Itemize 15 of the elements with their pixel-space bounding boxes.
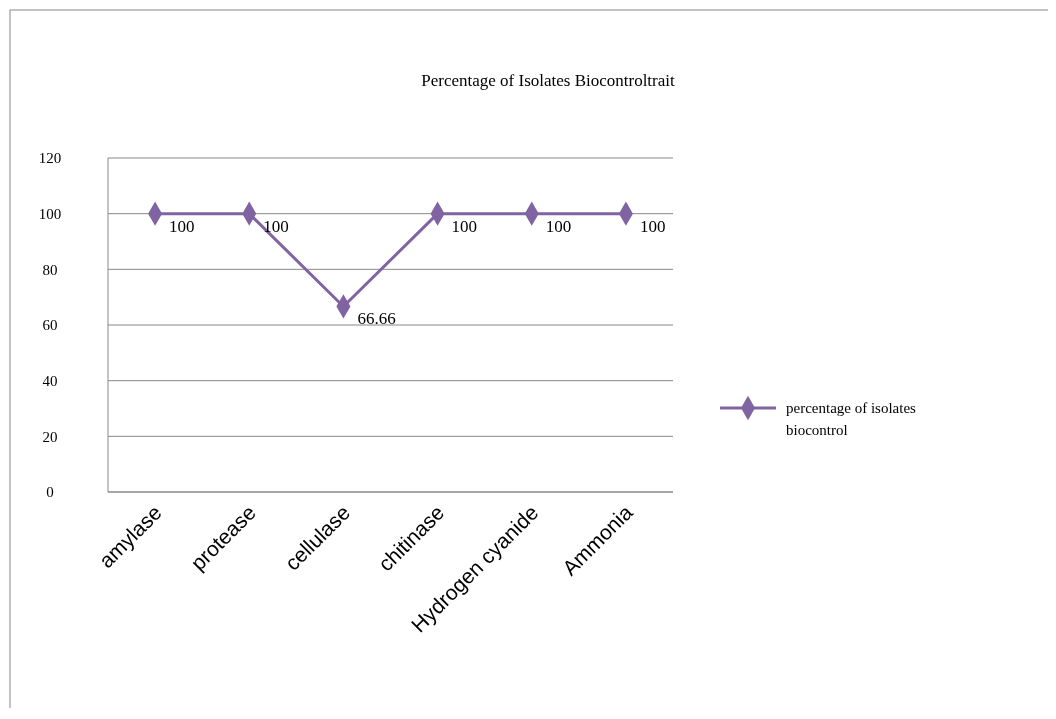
data-label: 66.66 [357,309,396,329]
data-label: 100 [639,216,666,236]
data-label: 100 [451,216,478,236]
data-label: 100 [169,216,195,236]
y-tick-label: 40 [42,372,58,389]
data-label: 100 [545,216,572,236]
y-tick-label: 80 [42,261,58,278]
y-tick-label: 20 [42,428,58,445]
y-tick-label: 0 [46,484,54,501]
y-tick-label: 100 [38,205,62,222]
legend-label: percentage of isolates biocontrol [786,400,917,438]
y-tick-label: 60 [42,317,58,334]
chart-title: Percentage of Isolates Biocontroltrait [421,71,676,90]
data-label: 100 [263,216,289,236]
y-tick-label: 120 [38,150,62,167]
